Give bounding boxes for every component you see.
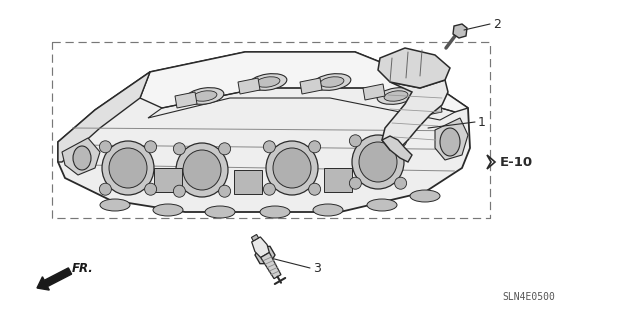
Polygon shape: [435, 118, 468, 160]
Ellipse shape: [266, 141, 318, 195]
Polygon shape: [382, 136, 412, 162]
Ellipse shape: [359, 142, 397, 182]
Text: FR.: FR.: [72, 262, 93, 275]
Text: 2: 2: [493, 18, 501, 31]
Polygon shape: [238, 78, 260, 94]
Text: E-10: E-10: [500, 155, 533, 168]
Polygon shape: [62, 138, 100, 175]
Ellipse shape: [256, 77, 280, 87]
Ellipse shape: [219, 143, 230, 155]
Ellipse shape: [308, 183, 321, 195]
Ellipse shape: [349, 135, 362, 147]
Ellipse shape: [219, 185, 230, 197]
Polygon shape: [487, 155, 495, 169]
Polygon shape: [324, 168, 352, 192]
Ellipse shape: [352, 135, 404, 189]
Ellipse shape: [99, 141, 111, 153]
Ellipse shape: [102, 141, 154, 195]
Ellipse shape: [173, 185, 186, 197]
Ellipse shape: [145, 141, 157, 153]
Ellipse shape: [308, 141, 321, 153]
Ellipse shape: [395, 177, 406, 189]
Text: 3: 3: [313, 262, 321, 275]
Ellipse shape: [153, 204, 183, 216]
Ellipse shape: [264, 141, 275, 153]
Ellipse shape: [313, 204, 343, 216]
Polygon shape: [58, 72, 150, 162]
Polygon shape: [255, 246, 275, 264]
Ellipse shape: [249, 74, 287, 90]
Polygon shape: [252, 237, 269, 257]
Polygon shape: [378, 48, 450, 88]
Ellipse shape: [99, 183, 111, 195]
Polygon shape: [453, 24, 467, 38]
Ellipse shape: [349, 177, 362, 189]
Polygon shape: [175, 92, 197, 108]
Ellipse shape: [395, 135, 406, 147]
Ellipse shape: [193, 91, 217, 101]
Ellipse shape: [100, 199, 130, 211]
Polygon shape: [234, 170, 262, 194]
Ellipse shape: [109, 148, 147, 188]
FancyArrow shape: [37, 268, 72, 290]
Ellipse shape: [320, 77, 344, 87]
Ellipse shape: [173, 143, 186, 155]
Ellipse shape: [73, 146, 91, 170]
Polygon shape: [300, 78, 322, 94]
Polygon shape: [382, 80, 448, 150]
Ellipse shape: [367, 199, 397, 211]
Text: 1: 1: [478, 115, 486, 129]
Polygon shape: [260, 253, 281, 279]
Ellipse shape: [264, 183, 275, 195]
Polygon shape: [140, 52, 468, 112]
Ellipse shape: [273, 148, 311, 188]
Ellipse shape: [313, 74, 351, 90]
Ellipse shape: [377, 88, 415, 104]
Ellipse shape: [186, 88, 224, 104]
Polygon shape: [154, 168, 182, 192]
Ellipse shape: [183, 150, 221, 190]
Ellipse shape: [384, 91, 408, 101]
Ellipse shape: [440, 128, 460, 156]
Ellipse shape: [176, 143, 228, 197]
Polygon shape: [363, 84, 385, 100]
Ellipse shape: [205, 206, 235, 218]
Ellipse shape: [260, 206, 290, 218]
Ellipse shape: [145, 183, 157, 195]
Polygon shape: [58, 52, 470, 212]
Polygon shape: [420, 100, 442, 116]
Ellipse shape: [410, 190, 440, 202]
Polygon shape: [252, 234, 259, 241]
Text: SLN4E0500: SLN4E0500: [502, 292, 555, 302]
